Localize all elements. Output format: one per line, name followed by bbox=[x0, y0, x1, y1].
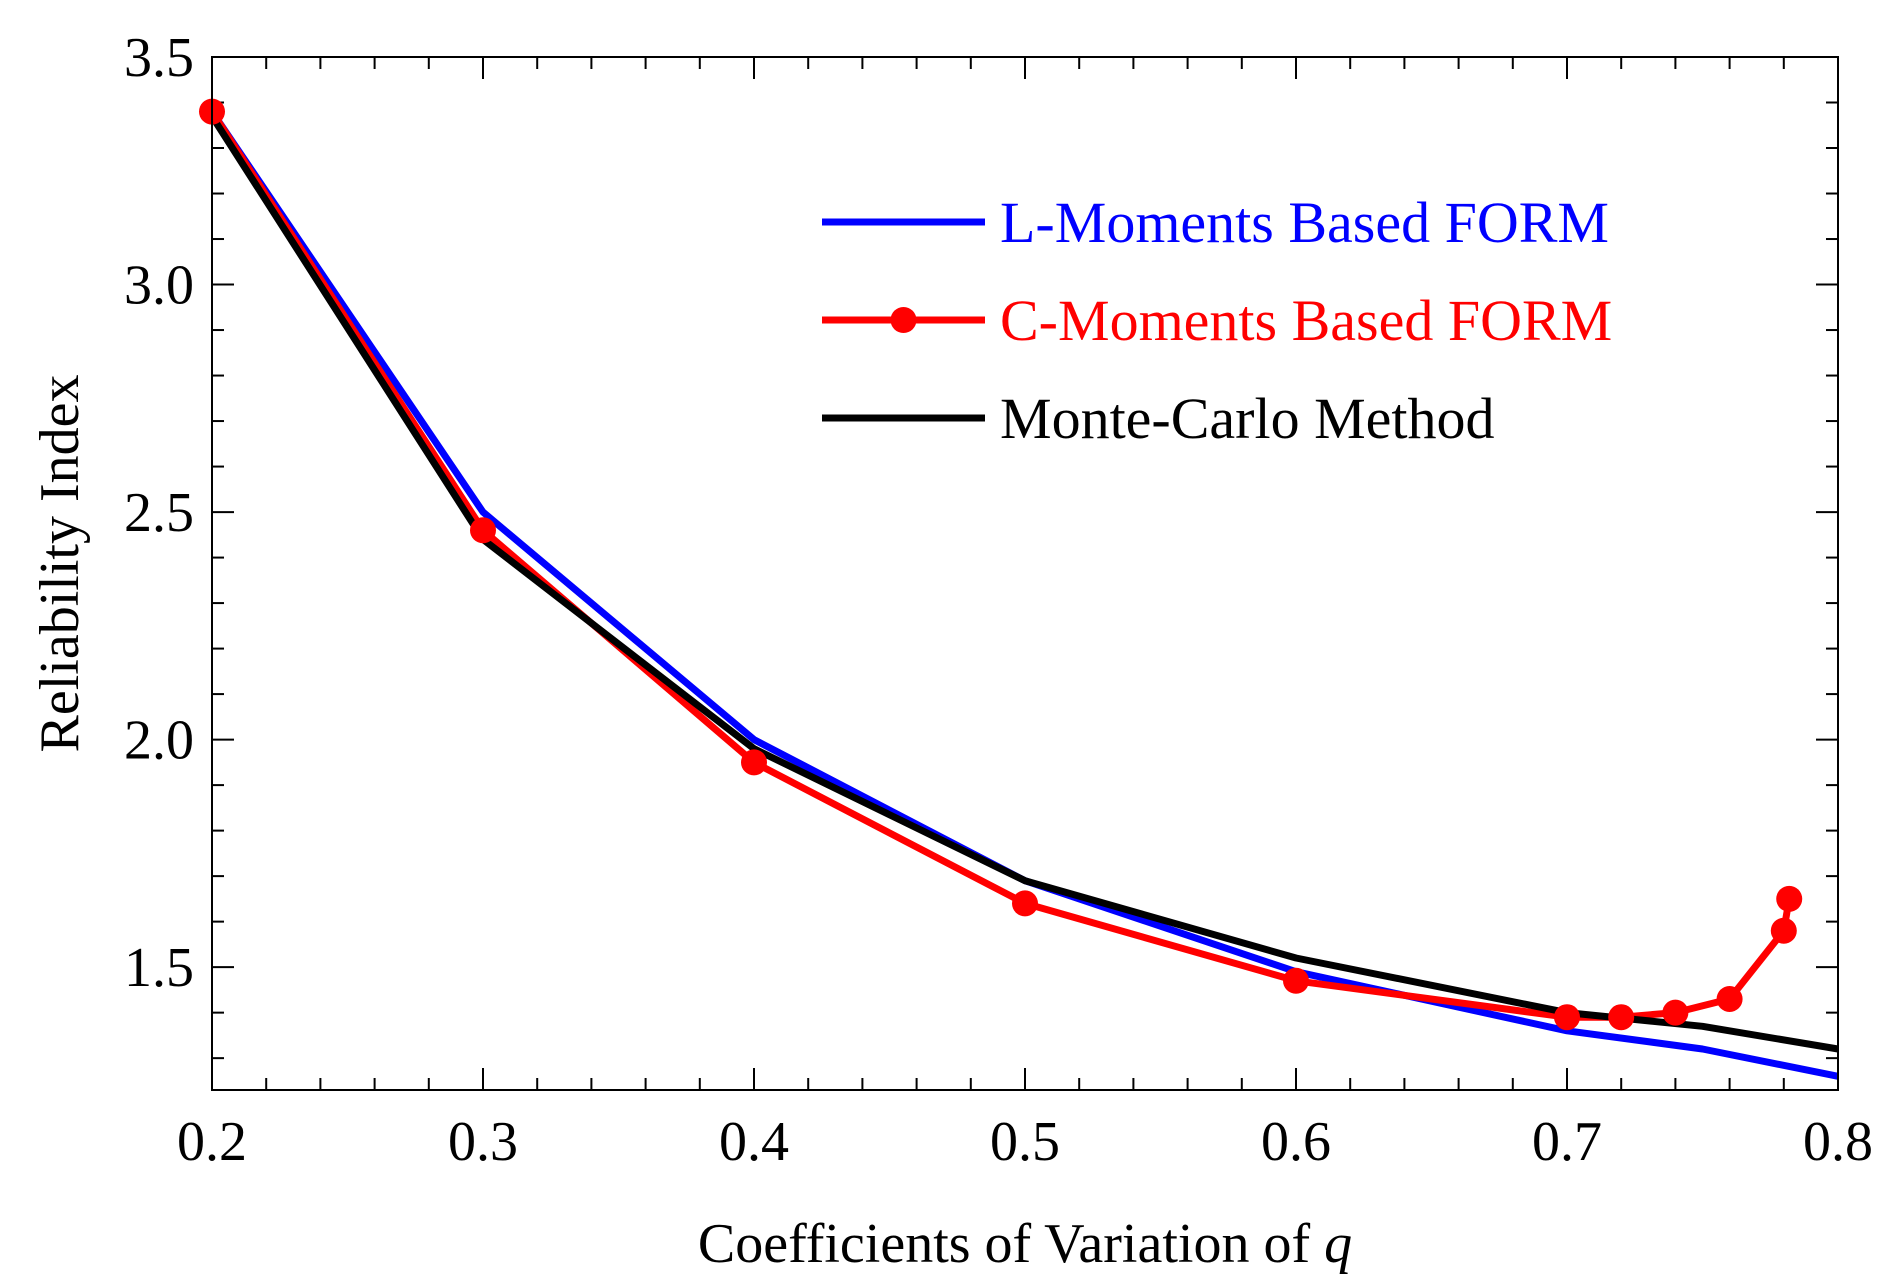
x-tick-label: 0.2 bbox=[177, 1111, 247, 1173]
data-point-c-moments bbox=[741, 749, 767, 776]
data-point-c-moments bbox=[1608, 1004, 1635, 1031]
data-point-c-moments bbox=[1554, 1004, 1580, 1031]
y-tick-label: 2.5 bbox=[124, 482, 194, 544]
x-tick-label: 0.5 bbox=[990, 1111, 1060, 1173]
data-point-c-moments bbox=[1776, 885, 1803, 912]
series-layer bbox=[199, 98, 1839, 1080]
legend-item-l-moments: L-Moments Based FORM bbox=[822, 190, 1609, 255]
legend-item-c-moments: C-Moments Based FORM bbox=[822, 288, 1612, 353]
y-tick-label: 3.5 bbox=[124, 27, 194, 89]
data-point-c-moments bbox=[1770, 917, 1797, 944]
legend: L-Moments Based FORM C-Moments Based FOR… bbox=[822, 190, 1612, 451]
tick-labels: 0.2 0.3 0.4 0.5 0.6 0.7 0.8 1.5 2.0 2.5 3.0 3.5 bbox=[124, 27, 1873, 1173]
legend-label-c-moments: C-Moments Based FORM bbox=[1000, 288, 1612, 353]
data-point-c-moments bbox=[1662, 999, 1689, 1026]
x-tick-label: 0.7 bbox=[1532, 1111, 1602, 1173]
y-tick-label: 1.5 bbox=[124, 937, 194, 999]
y-tick-label: 3.0 bbox=[124, 255, 194, 317]
y-tick-label: 2.0 bbox=[124, 710, 194, 772]
x-tick-label: 0.4 bbox=[719, 1111, 789, 1173]
x-tick-label: 0.6 bbox=[1261, 1111, 1331, 1173]
x-axis-variable: q bbox=[1324, 1213, 1352, 1275]
plot-frame bbox=[211, 56, 1839, 1091]
data-point-c-moments bbox=[1012, 890, 1038, 917]
x-tick-label: 0.3 bbox=[448, 1111, 518, 1173]
legend-marker-c-moments bbox=[890, 307, 917, 333]
data-point-c-moments bbox=[1283, 967, 1309, 994]
data-point-c-moments bbox=[1716, 985, 1743, 1012]
legend-label-l-moments: L-Moments Based FORM bbox=[1000, 190, 1609, 255]
x-tick-label: 0.8 bbox=[1803, 1111, 1873, 1173]
x-axis-title-text: Coefficients of Variation of bbox=[698, 1213, 1324, 1275]
series-line-l-moments bbox=[209, 109, 1839, 1080]
legend-item-monte-carlo: Monte-Carlo Method bbox=[822, 386, 1495, 451]
y-axis-title: Reliability Index bbox=[29, 375, 91, 753]
data-point-c-moments bbox=[470, 517, 496, 544]
legend-label-monte-carlo: Monte-Carlo Method bbox=[1000, 386, 1495, 451]
x-axis-title: Coefficients of Variation of q bbox=[698, 1213, 1352, 1275]
